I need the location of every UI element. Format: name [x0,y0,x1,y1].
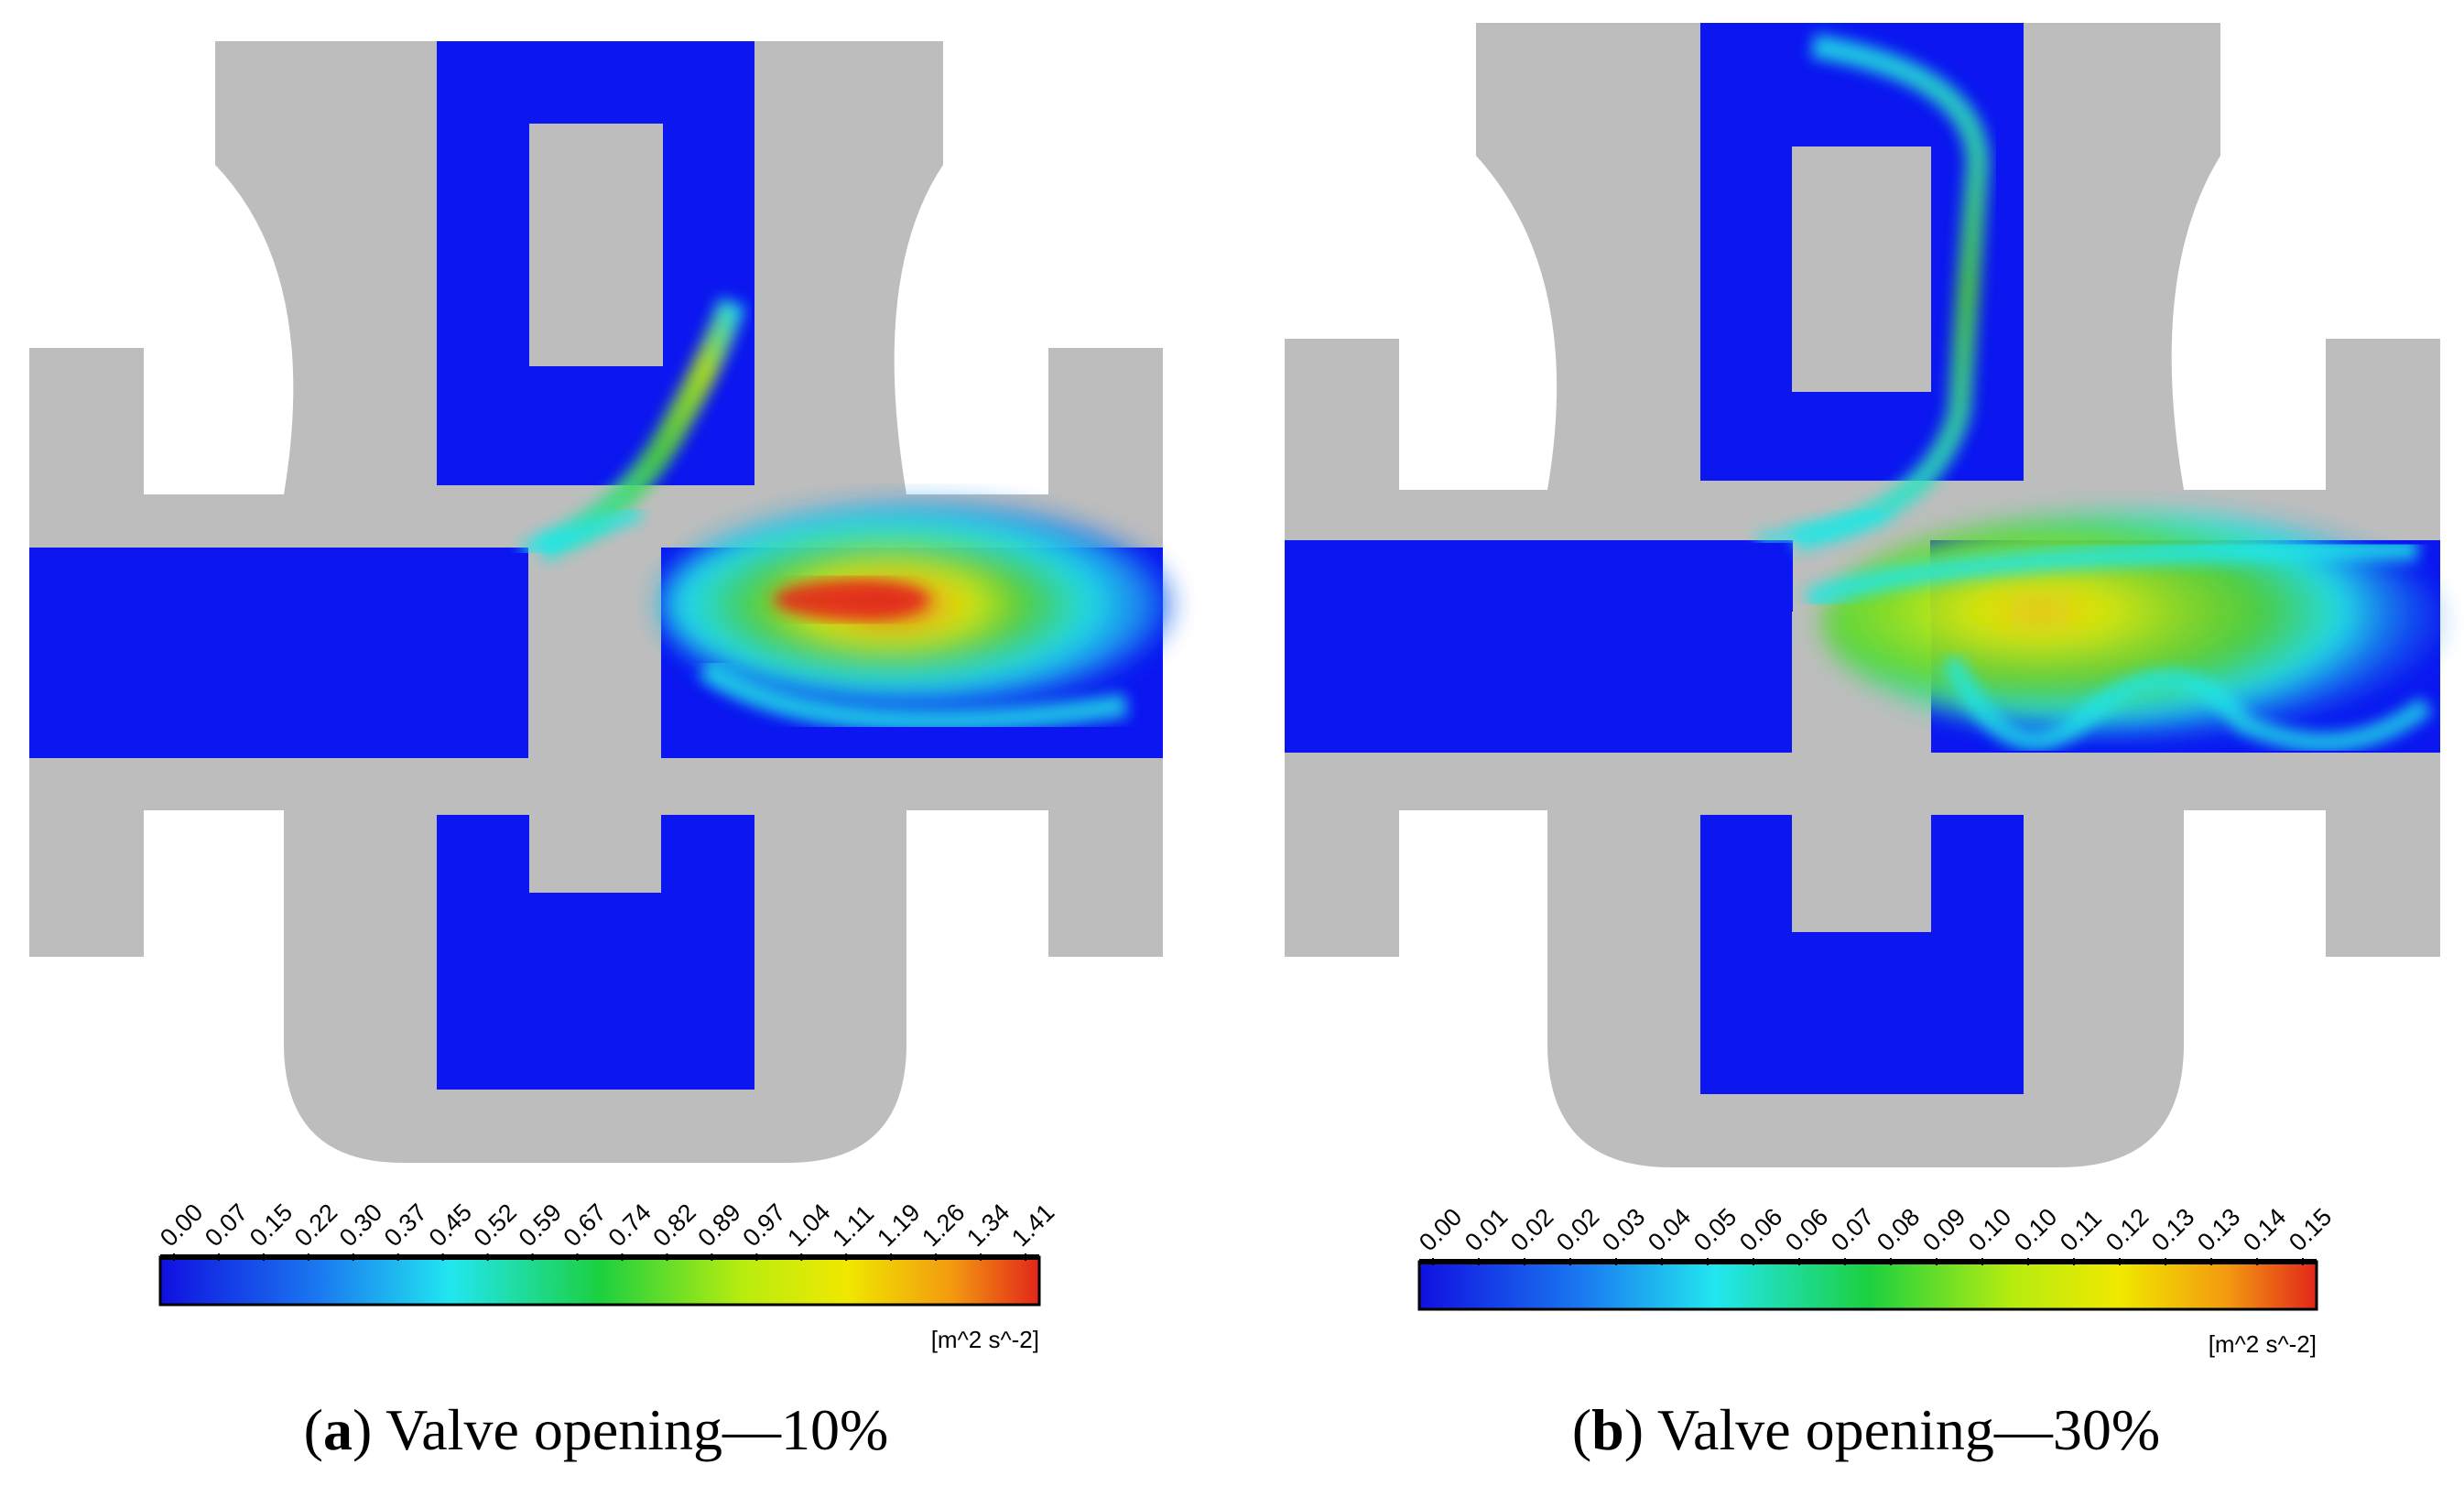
contours-b [1757,34,2445,753]
colorbar-b: 0.000.010.020.020.030.040.050.060.060.07… [1414,1203,2337,1358]
colorbar-b-tick-label: 0.14 [2238,1203,2291,1256]
colorbar-a-tick-label: 1.34 [961,1199,1015,1252]
colorbar-a-tick-label: 0.82 [647,1199,700,1252]
colorbar-a-tick-label: 1.04 [782,1199,835,1252]
colorbar-a-tick-label: 1.19 [872,1199,925,1252]
colorbar-a-tick-label: 0.97 [737,1199,790,1252]
caption-a: (a) Valve opening—10% [303,1397,889,1462]
colorbar-a-tick-label: 1.41 [1006,1199,1059,1252]
caption-a-text: Valve opening—10% [385,1397,889,1462]
colorbar-b-tick-label: 0.08 [1872,1203,1925,1256]
colorbar-a-ticks: 0.000.070.150.220.300.370.450.520.590.67… [155,1199,1059,1261]
caption-b-letter: b [1591,1397,1624,1462]
colorbar-b-tick-label: 0.07 [1826,1203,1879,1256]
colorbar-b-tick-label: 0.06 [1780,1203,1833,1256]
colorbar-a-unit: [m^2 s^-2] [931,1326,1039,1353]
valve-internals-a [455,124,753,893]
colorbar-b-tick-label: 0.04 [1643,1203,1696,1256]
colorbar-b-tick-label: 0.11 [2055,1204,2107,1256]
colorbar-a-tick-label: 1.11 [827,1199,879,1252]
colorbar-b-tick-label: 0.10 [1963,1203,2016,1256]
colorbar-a-tick-label: 0.67 [559,1199,612,1252]
caption-b-text: Valve opening—30% [1656,1397,2161,1462]
colorbar-b-tick-label: 0.02 [1551,1203,1604,1256]
colorbar-a-tick-label: 0.59 [514,1199,567,1252]
colorbar-a-tick-label: 0.37 [379,1199,432,1252]
colorbar-b-tick-label: 0.00 [1414,1203,1467,1256]
contours-a [520,298,1172,733]
colorbar-b-tick-label: 0.10 [2009,1203,2062,1256]
colorbar-a-tick-label: 0.22 [289,1199,342,1252]
colorbar-a-tick-label: 0.07 [200,1199,253,1252]
colorbar-b-unit: [m^2 s^-2] [2209,1330,2317,1358]
panel-b: 0.000.010.020.020.030.040.050.060.060.07… [1285,23,2445,1358]
colorbar-b-tick-label: 0.05 [1688,1203,1742,1256]
colorbar-b-gradient [1417,1260,2318,1311]
caption-b: (b) Valve opening—30% [1571,1397,2161,1462]
caption-a-letter: a [322,1397,353,1462]
colorbar-b-tick-label: 0.13 [2192,1203,2245,1256]
colorbar-a: 0.000.070.150.220.300.370.450.520.590.67… [155,1199,1059,1353]
colorbar-a-tick-label: 0.74 [603,1199,657,1252]
colorbar-b-ticks: 0.000.010.020.020.030.040.050.060.060.07… [1414,1203,2337,1265]
colorbar-b-tick-label: 0.01 [1460,1203,1513,1256]
panel-a: 0.000.070.150.220.300.370.450.520.590.67… [29,41,1172,1353]
colorbar-a-tick-label: 0.45 [424,1199,477,1252]
colorbar-a-tick-label: 0.00 [155,1199,208,1252]
colorbar-a-tick-label: 0.89 [692,1199,745,1252]
colorbar-b-tick-label: 0.13 [2146,1203,2199,1256]
colorbar-a-tick-label: 1.26 [917,1199,970,1252]
colorbar-b-tick-label: 0.09 [1917,1203,1970,1256]
colorbar-b-tick-label: 0.06 [1734,1203,1787,1256]
colorbar-a-tick-label: 0.15 [244,1199,298,1252]
colorbar-a-gradient [158,1255,1041,1307]
colorbar-b-tick-label: 0.03 [1597,1203,1650,1256]
colorbar-a-tick-label: 0.30 [334,1199,387,1252]
colorbar-b-tick-label: 0.02 [1505,1203,1558,1256]
colorbar-b-tick-label: 0.12 [2100,1203,2154,1256]
colorbar-a-tick-label: 0.52 [469,1199,522,1252]
colorbar-b-tick-label: 0.15 [2284,1203,2337,1256]
